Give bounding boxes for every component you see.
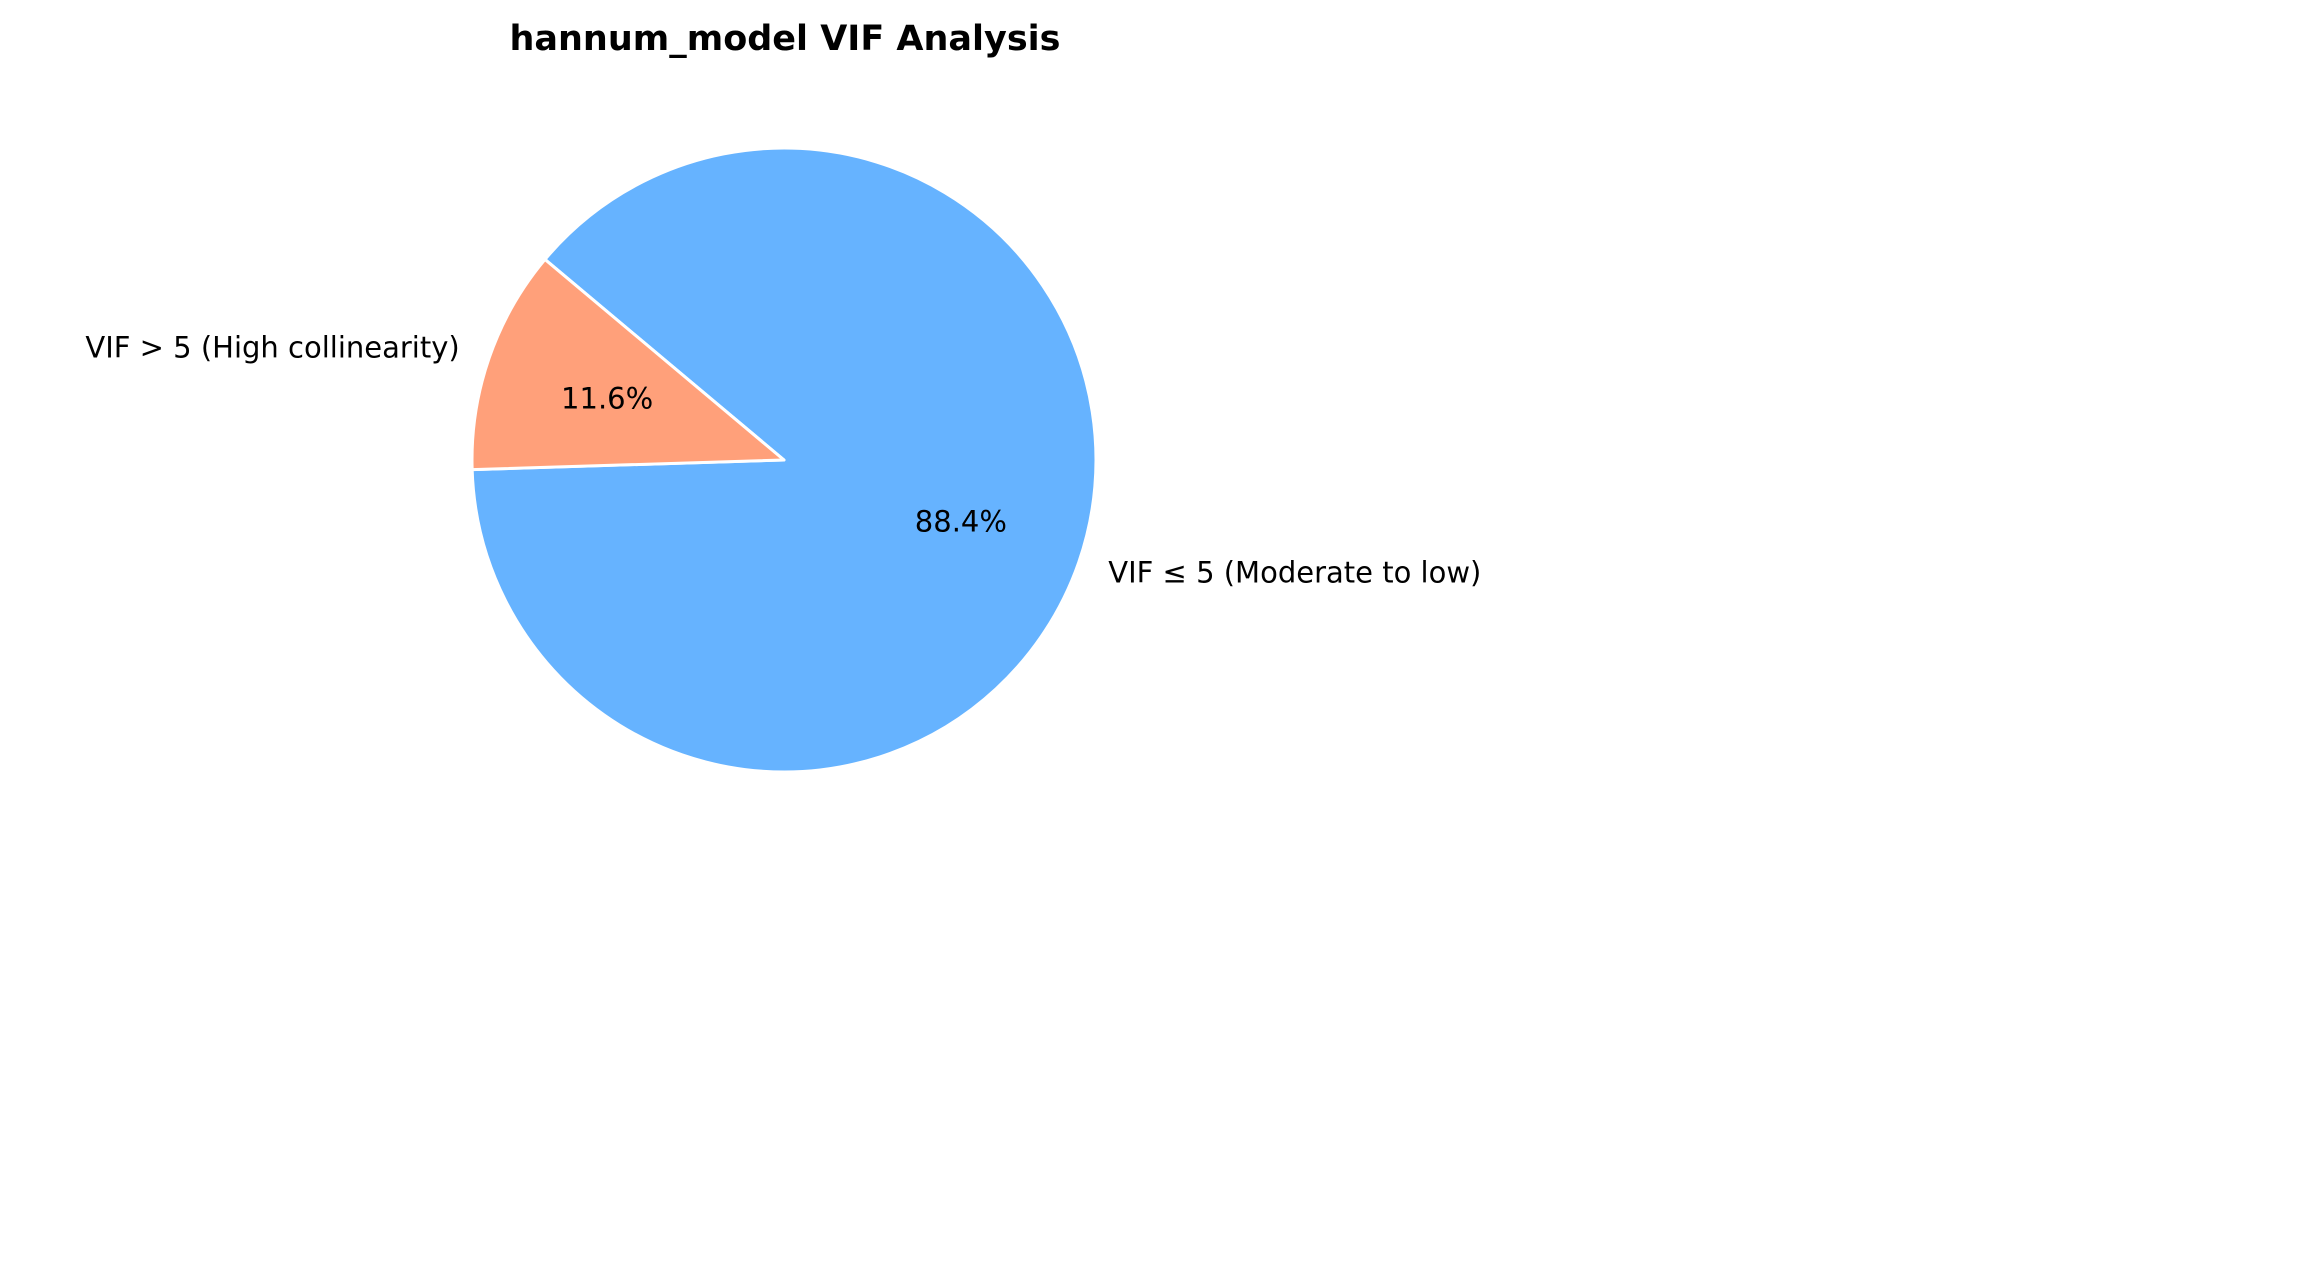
pie-pct-label-1: 11.6%	[561, 382, 653, 416]
pie-chart: hannum_model VIF Analysis 88.4% VIF ≤ 5 (…	[85, 19, 1481, 774]
chart-title: hannum_model VIF Analysis	[509, 19, 1060, 59]
pie-slice-1	[470, 257, 786, 472]
pie-labels: 88.4% VIF ≤ 5 (Moderate to low) 11.6% VIF >…	[85, 331, 1481, 590]
pie-category-label-1: VIF > 5 (High collinearity)	[85, 331, 459, 365]
pie-pct-label-0: 88.4%	[915, 504, 1007, 538]
pie-slices	[470, 146, 1098, 774]
pie-category-label-0: VIF ≤ 5 (Moderate to low)	[1108, 555, 1481, 589]
